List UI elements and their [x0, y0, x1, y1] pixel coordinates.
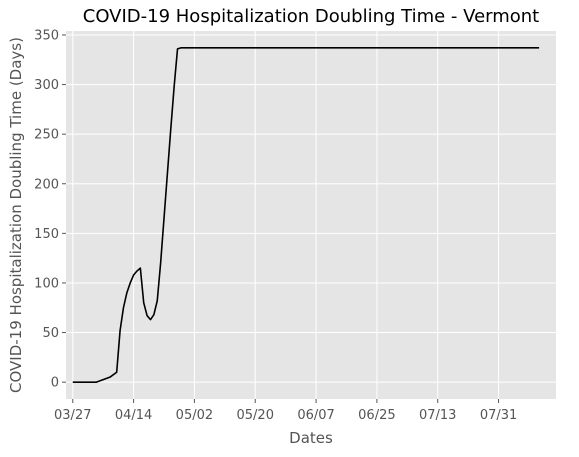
- chart-title: COVID-19 Hospitalization Doubling Time -…: [83, 6, 540, 27]
- x-tick-label: 06/25: [358, 408, 395, 423]
- x-tick-label: 06/07: [297, 408, 334, 423]
- x-tick-label: 07/13: [419, 408, 456, 423]
- x-tick-label: 05/02: [176, 408, 213, 423]
- series-line: [72, 47, 540, 383]
- x-tick-label: 04/14: [115, 408, 152, 423]
- tick-layer: 0 50 100 150 200 250 300 350 03/27 04/14 05/02 05/2…: [34, 28, 517, 423]
- y-axis-label: COVID-19 Hospitalization Doubling Time (…: [7, 37, 25, 393]
- x-tick-label: 03/27: [54, 408, 91, 423]
- y-tick-label: 300: [34, 78, 59, 93]
- y-tick-label: 200: [34, 177, 59, 192]
- x-tick-label: 07/31: [480, 408, 517, 423]
- x-tick-label: 05/20: [237, 408, 274, 423]
- plot-area: [66, 31, 556, 399]
- y-tick-label: 0: [51, 376, 59, 391]
- x-axis-label: Dates: [289, 429, 333, 447]
- series-layer: [72, 47, 540, 383]
- y-tick-label: 100: [34, 276, 59, 291]
- y-tick-label: 50: [42, 326, 59, 341]
- grid-lines: [66, 31, 556, 399]
- y-tick-label: 150: [34, 227, 59, 242]
- y-tick-label: 350: [34, 28, 59, 43]
- y-tick-label: 250: [34, 128, 59, 143]
